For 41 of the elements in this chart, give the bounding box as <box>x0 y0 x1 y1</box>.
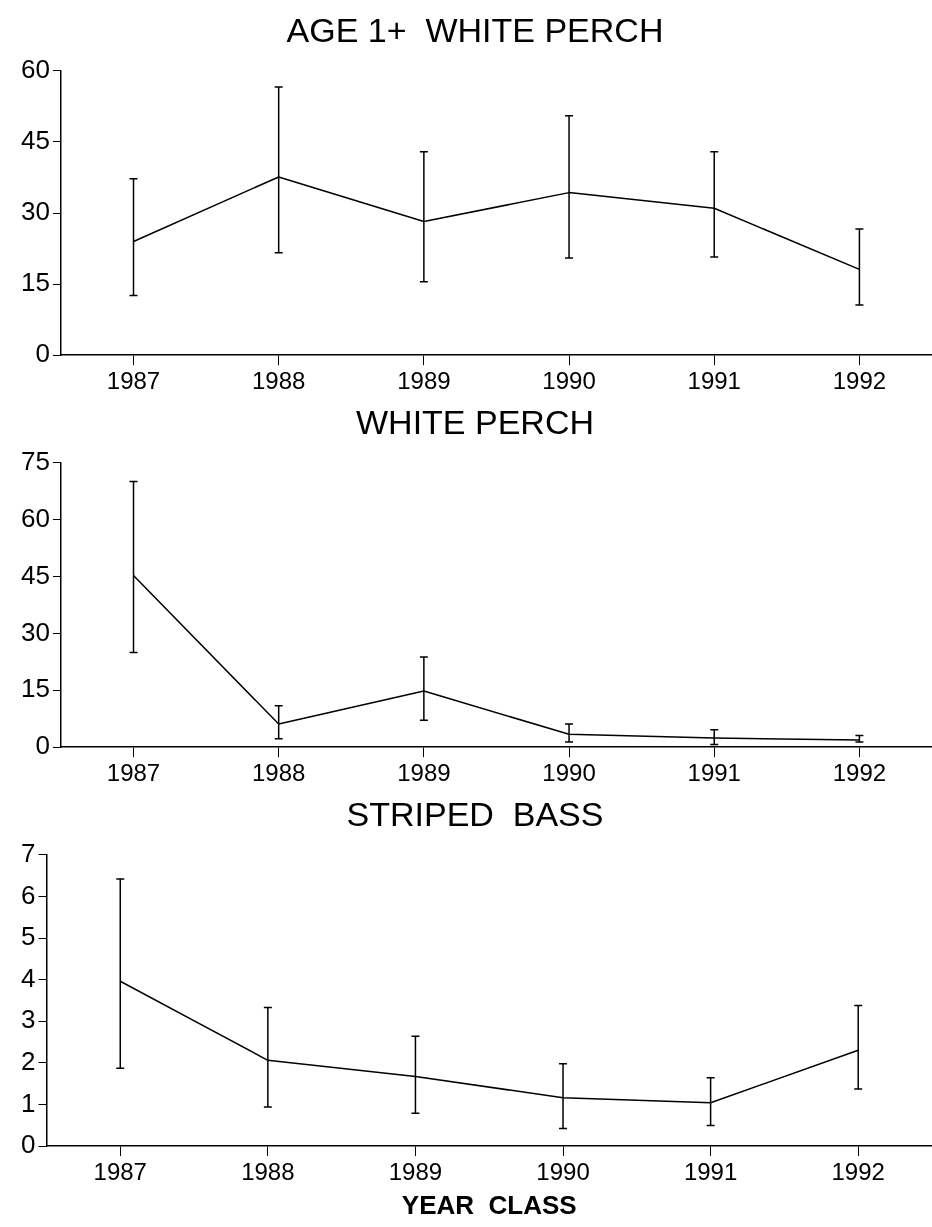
x-tick-label: 1990 <box>542 759 596 787</box>
y-tick-label: 7 <box>20 837 36 868</box>
y-tick-label: 0 <box>35 338 50 369</box>
chart-title: AGE 1+ WHITE PERCH <box>286 10 664 49</box>
x-tick-label: 1990 <box>536 1158 590 1186</box>
x-tick-label: 1989 <box>388 1158 443 1186</box>
chart-title: WHITE PERCH <box>356 402 594 441</box>
y-tick-label: 15 <box>21 673 50 704</box>
y-tick-label: 45 <box>21 559 50 590</box>
y-tick-label: 15 <box>21 267 50 298</box>
y-tick-label: 30 <box>21 196 50 227</box>
y-tick-label: 0 <box>35 730 50 761</box>
x-tick-label: 1987 <box>93 1158 147 1186</box>
y-tick-label: 4 <box>20 962 36 993</box>
y-tick-label: 3 <box>20 1004 36 1035</box>
y-tick-label: 5 <box>20 921 36 952</box>
y-tick-label: 30 <box>21 616 50 647</box>
x-tick-label: 1991 <box>683 1158 738 1186</box>
y-tick-label: 60 <box>21 53 50 84</box>
y-tick-label: 2 <box>20 1045 36 1076</box>
x-tick-label: 1992 <box>831 1158 885 1186</box>
y-tick-label: 75 <box>21 445 50 476</box>
chart-title: STRIPED BASS <box>346 794 604 833</box>
y-tick-label: 60 <box>21 502 50 533</box>
x-tick-label: 1989 <box>397 759 451 787</box>
x-tick-label: 1991 <box>687 759 741 787</box>
x-tick-label: 1990 <box>542 367 596 395</box>
x-tick-label: 1988 <box>241 1158 295 1186</box>
y-tick-label: 1 <box>20 1087 36 1118</box>
x-tick-label: 1987 <box>106 759 161 787</box>
x-tick-label: 1991 <box>687 367 741 395</box>
x-tick-label: 1987 <box>106 367 161 395</box>
x-tick-label: 1988 <box>251 759 306 787</box>
x-tick-label: 1992 <box>832 759 887 787</box>
x-tick-label: 1992 <box>832 367 887 395</box>
x-axis-title: YEAR CLASS <box>401 1189 577 1220</box>
x-tick-label: 1988 <box>251 367 306 395</box>
y-tick-label: 45 <box>21 125 50 156</box>
x-tick-label: 1989 <box>397 367 451 395</box>
y-tick-label: 6 <box>20 879 36 910</box>
y-tick-label: 0 <box>20 1129 36 1160</box>
